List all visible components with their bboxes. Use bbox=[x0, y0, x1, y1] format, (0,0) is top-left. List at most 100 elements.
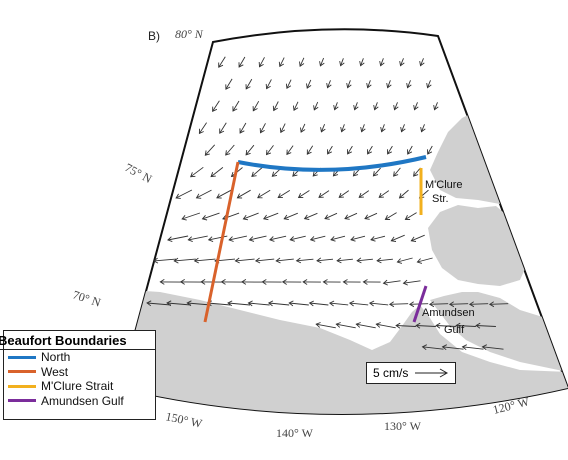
velocity-arrow bbox=[380, 58, 384, 66]
velocity-arrow-head bbox=[245, 84, 251, 90]
velocity-arrow-head bbox=[475, 322, 481, 329]
velocity-arrow-head bbox=[300, 127, 306, 133]
velocity-arrow bbox=[174, 258, 196, 262]
velocity-arrow bbox=[218, 56, 226, 68]
velocity-arrow-head bbox=[193, 257, 200, 264]
velocity-arrow-head bbox=[333, 105, 339, 111]
velocity-arrow bbox=[358, 190, 370, 198]
velocity-arrow-head bbox=[320, 127, 326, 133]
velocity-arrow bbox=[482, 346, 504, 350]
velocity-arrow bbox=[260, 123, 266, 133]
velocity-arrow bbox=[370, 235, 386, 241]
velocity-arrow-head bbox=[297, 193, 304, 198]
velocity-arrow-head bbox=[413, 171, 419, 177]
velocity-arrow-head bbox=[247, 300, 253, 307]
velocity-arrow-head bbox=[326, 83, 332, 89]
velocity-arrow-head bbox=[159, 279, 165, 285]
velocity-arrow bbox=[190, 166, 204, 178]
velocity-arrow bbox=[367, 145, 373, 155]
velocity-arrow bbox=[194, 258, 216, 262]
velocity-arrow-head bbox=[338, 192, 344, 198]
velocity-arrow bbox=[306, 145, 314, 155]
velocity-arrow-head bbox=[186, 300, 192, 307]
velocity-arrow bbox=[268, 302, 290, 306]
velocity-arrow-head bbox=[413, 105, 419, 111]
velocity-arrow bbox=[377, 258, 393, 262]
velocity-arrow bbox=[336, 323, 356, 329]
velocity-arrow-head bbox=[406, 83, 412, 89]
lat-80-label: 80° N bbox=[175, 27, 204, 41]
velocity-arrow bbox=[219, 122, 227, 134]
velocity-arrow-head bbox=[275, 257, 281, 264]
velocity-arrow-head bbox=[308, 300, 314, 307]
velocity-arrow-head bbox=[281, 279, 287, 285]
velocity-arrow bbox=[414, 102, 418, 110]
velocity-arrow bbox=[316, 323, 336, 329]
velocity-arrow-head bbox=[336, 257, 342, 264]
velocity-arrow bbox=[225, 78, 233, 90]
velocity-arrow bbox=[361, 124, 365, 132]
velocity-arrow-head bbox=[396, 258, 403, 264]
velocity-arrow bbox=[489, 303, 509, 305]
velocity-arrow bbox=[334, 102, 338, 110]
velocity-arrow bbox=[290, 235, 306, 241]
velocity-arrow bbox=[266, 145, 274, 155]
velocity-arrow bbox=[354, 102, 358, 110]
velocity-arrow bbox=[400, 58, 404, 66]
velocity-arrow bbox=[255, 258, 275, 262]
velocity-arrow-head bbox=[359, 61, 365, 67]
velocity-arrow-head bbox=[254, 257, 261, 264]
velocity-arrow-head bbox=[181, 215, 187, 221]
velocity-arrow bbox=[167, 235, 189, 241]
velocity-arrow-head bbox=[419, 61, 425, 67]
velocity-arrow bbox=[344, 212, 358, 220]
velocity-arrow-head bbox=[277, 193, 283, 199]
velocity-arrow-head bbox=[433, 105, 439, 111]
velocity-arrow bbox=[391, 234, 405, 242]
legend-item-west: West bbox=[4, 365, 155, 380]
amundsen-label-line2: Gulf bbox=[444, 324, 465, 336]
velocity-arrow bbox=[456, 325, 476, 327]
velocity-arrow-head bbox=[146, 300, 152, 307]
velocity-arrow-head bbox=[195, 193, 202, 199]
velocity-arrow bbox=[299, 57, 305, 67]
velocity-arrow-head bbox=[342, 279, 348, 285]
velocity-arrow bbox=[405, 212, 417, 220]
velocity-arrow-head bbox=[350, 236, 356, 242]
velocity-arrow bbox=[341, 124, 345, 132]
legend-swatch-amundsen bbox=[8, 399, 36, 403]
velocity-arrow bbox=[251, 167, 263, 177]
velocity-arrow bbox=[411, 234, 425, 242]
velocity-arrow bbox=[146, 302, 172, 306]
velocity-arrow bbox=[427, 80, 431, 88]
velocity-arrow-head bbox=[166, 300, 172, 307]
velocity-arrow bbox=[407, 145, 413, 155]
velocity-arrow bbox=[387, 145, 393, 155]
velocity-arrow bbox=[212, 100, 220, 112]
mclure-label-line1: M'Clure bbox=[425, 179, 463, 191]
velocity-arrow-head bbox=[265, 83, 271, 90]
velocity-arrow-head bbox=[404, 214, 411, 220]
velocity-arrow-head bbox=[302, 279, 308, 285]
velocity-arrow bbox=[286, 79, 292, 89]
velocity-arrow-head bbox=[355, 322, 361, 328]
velocity-arrow bbox=[300, 123, 306, 133]
velocity-arrow bbox=[394, 102, 398, 110]
velocity-arrow-head bbox=[289, 236, 295, 242]
velocity-arrow-head bbox=[390, 236, 397, 242]
velocity-arrow-head bbox=[364, 214, 370, 220]
velocity-arrow-head bbox=[378, 192, 384, 198]
velocity-arrow-head bbox=[386, 83, 392, 89]
velocity-arrow-head bbox=[210, 172, 216, 178]
velocity-arrow-head bbox=[400, 127, 406, 133]
lon-150-label: 150° W bbox=[164, 409, 204, 431]
velocity-arrow bbox=[396, 325, 416, 327]
velocity-arrow-head bbox=[468, 301, 475, 308]
velocity-arrow bbox=[324, 212, 338, 220]
velocity-arrow bbox=[202, 212, 220, 220]
velocity-arrow-head bbox=[348, 300, 355, 307]
velocity-arrow-head bbox=[252, 106, 258, 112]
velocity-arrow bbox=[210, 167, 224, 177]
velocity-arrow-head bbox=[384, 214, 391, 220]
velocity-arrow bbox=[296, 258, 314, 262]
